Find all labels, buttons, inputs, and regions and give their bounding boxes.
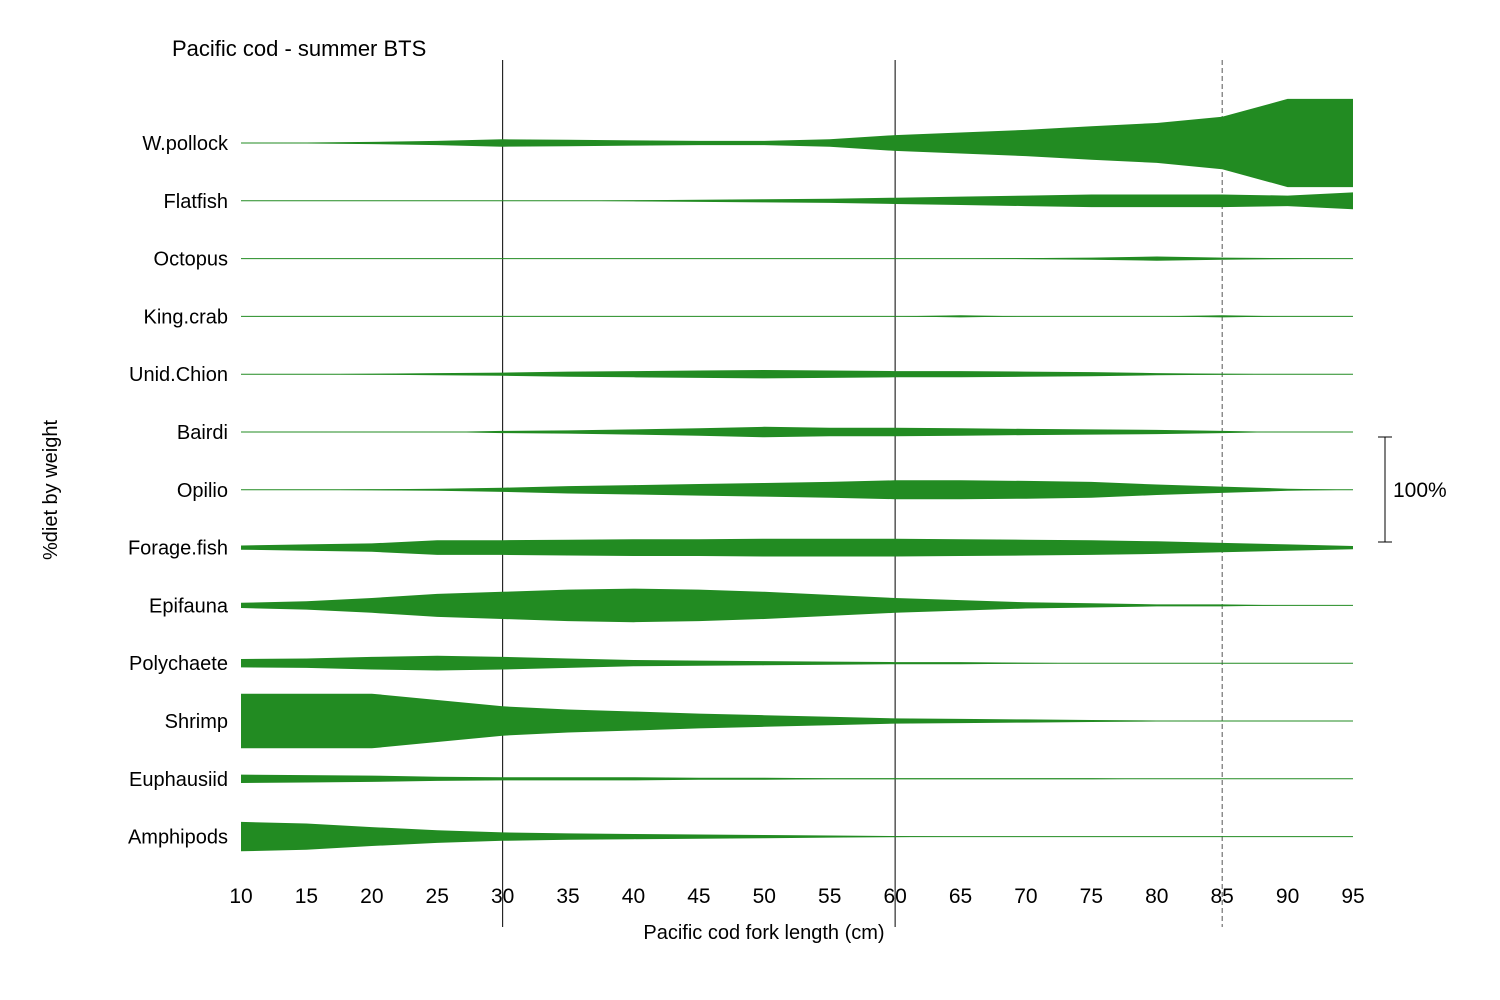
x-tick-label: 20 (360, 885, 383, 908)
category-label-flatfish: Flatfish (164, 191, 228, 213)
x-tick-label: 10 (229, 885, 252, 908)
kite-bairdi (241, 426, 1353, 438)
category-label-forage-fish: Forage.fish (128, 538, 228, 560)
x-axis-ticks: 10 15 20 25 30 35 40 45 50 55 60 65 70 75 80 85 90 95 (229, 885, 1364, 908)
x-tick-label: 25 (426, 885, 449, 908)
kite-shrimp (241, 693, 1353, 749)
scale-bar: 100% (1378, 436, 1447, 543)
kite-polychaete (241, 655, 1353, 671)
y-axis-label: %diet by weight (40, 420, 62, 561)
category-label-octopus: Octopus (154, 249, 228, 271)
kite-octopus (241, 256, 1353, 261)
x-tick-label: 50 (753, 885, 776, 908)
kite-euphausiid (241, 774, 1353, 783)
x-tick-label: 95 (1341, 885, 1364, 908)
kite-epifauna (241, 588, 1353, 623)
x-tick-label: 75 (1080, 885, 1103, 908)
category-label-king-crab: King.crab (144, 306, 229, 328)
x-tick-label: 90 (1276, 885, 1299, 908)
kite-unid-chion (241, 370, 1353, 379)
category-label-shrimp: Shrimp (165, 711, 228, 733)
x-tick-label: 45 (687, 885, 710, 908)
x-tick-label: 80 (1145, 885, 1168, 908)
kite-w-pollock (241, 98, 1353, 188)
category-label-unid-chion: Unid.Chion (129, 364, 228, 386)
category-label-euphausiid: Euphausiid (129, 769, 228, 791)
category-label-amphipods: Amphipods (128, 827, 228, 849)
x-tick-label: 70 (1014, 885, 1037, 908)
x-tick-label: 15 (295, 885, 318, 908)
kite-flatfish (241, 192, 1353, 210)
x-tick-label: 85 (1210, 885, 1233, 908)
diet-kites (241, 98, 1353, 852)
x-tick-label: 60 (883, 885, 906, 908)
kite-opilio (241, 480, 1353, 500)
x-tick-label: 30 (491, 885, 514, 908)
x-tick-label: 40 (622, 885, 645, 908)
x-tick-label: 65 (949, 885, 972, 908)
category-label-w-pollock: W.pollock (142, 133, 229, 155)
x-axis-label: Pacific cod fork length (cm) (643, 922, 884, 944)
category-labels: W.pollock Flatfish Octopus King.crab Unid.Ch… (128, 133, 229, 849)
category-label-bairdi: Bairdi (177, 422, 228, 444)
x-tick-label: 55 (818, 885, 841, 908)
kite-forage-fish (241, 538, 1353, 557)
category-label-polychaete: Polychaete (129, 653, 228, 675)
category-label-opilio: Opilio (177, 480, 228, 502)
x-tick-label: 35 (556, 885, 579, 908)
kite-amphipods (241, 821, 1353, 852)
chart-title: Pacific cod - summer BTS (172, 36, 426, 61)
scale-bar-label: 100% (1393, 479, 1447, 502)
category-label-epifauna: Epifauna (149, 595, 229, 617)
